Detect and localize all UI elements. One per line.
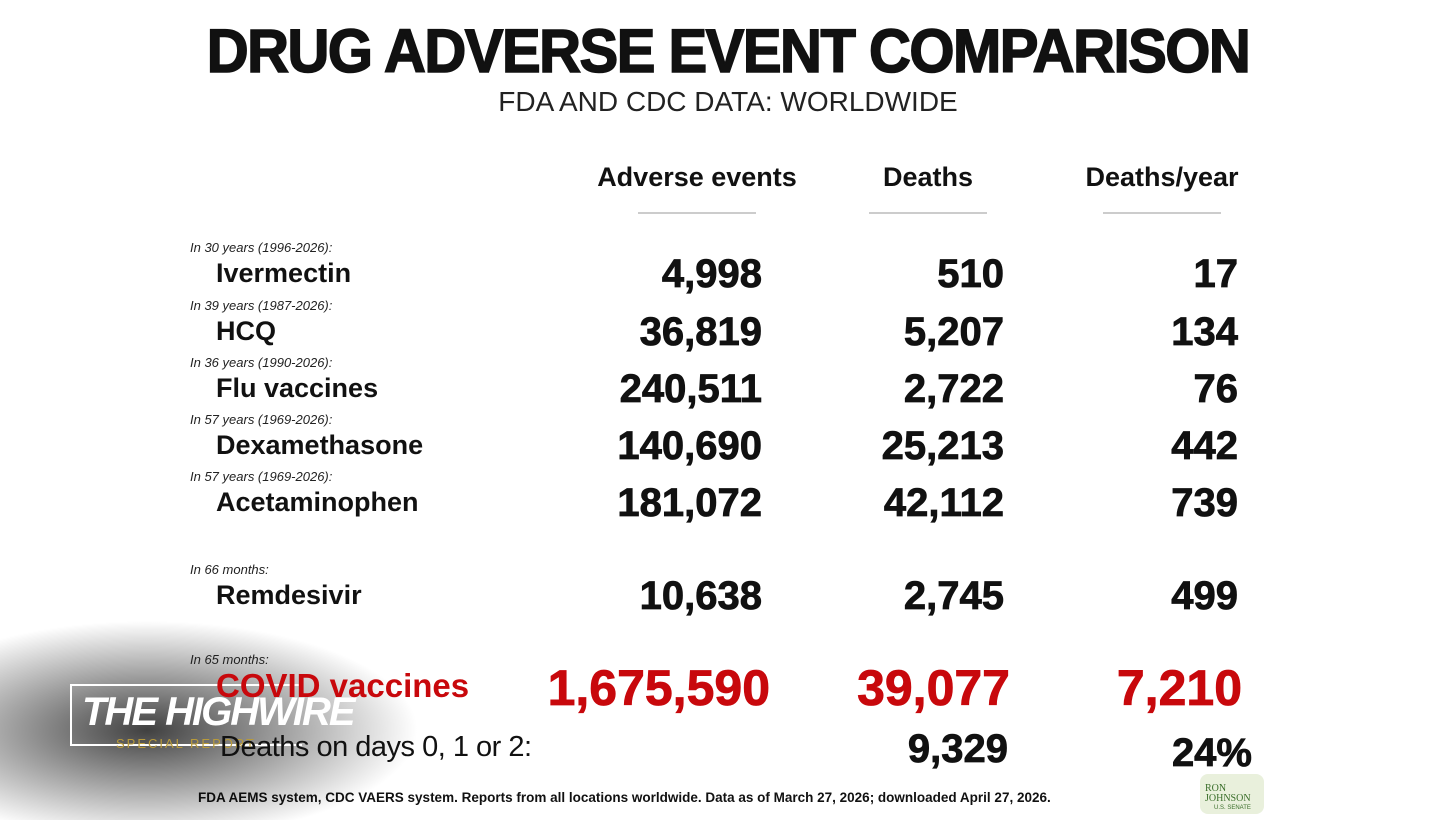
watermark-tagline: SPECIAL REPORT xyxy=(116,736,256,751)
row-period: In 57 years (1969-2026): xyxy=(190,412,333,427)
row-value: 499 xyxy=(1171,574,1239,619)
row-period: In 57 years (1969-2026): xyxy=(190,469,333,484)
row-name: Ivermectin xyxy=(216,258,352,288)
header-underline xyxy=(1103,212,1221,214)
logo-badge xyxy=(1200,774,1264,814)
row-value: 1,675,590 xyxy=(547,660,770,717)
row-name: Acetaminophen xyxy=(216,487,419,517)
row-value: 181,072 xyxy=(617,481,762,526)
row-value: 17 xyxy=(1193,252,1238,297)
row-value: 140,690 xyxy=(617,424,762,469)
row-period: In 65 months: xyxy=(190,652,269,667)
row-value: 39,077 xyxy=(857,660,1011,717)
row-value: 4,998 xyxy=(661,252,762,297)
early-deaths-share: 24% xyxy=(1171,731,1253,776)
row-value: 2,722 xyxy=(903,367,1004,412)
row-value: 134 xyxy=(1171,310,1239,355)
row-value: 36,819 xyxy=(639,310,762,355)
row-name: HCQ xyxy=(216,316,276,346)
title: DRUG ADVERSE EVENT COMPARISON xyxy=(206,17,1252,87)
row-value: 10,638 xyxy=(639,574,762,619)
row-value: 739 xyxy=(1171,481,1239,526)
row-value: 442 xyxy=(1171,424,1239,469)
row-value: 5,207 xyxy=(903,310,1004,355)
row-name: Dexamethasone xyxy=(216,430,424,460)
row-value: 25,213 xyxy=(881,424,1004,469)
column-header: Deaths/year xyxy=(1085,162,1239,192)
early-deaths-value: 9,329 xyxy=(907,727,1008,772)
row-name: Remdesivir xyxy=(216,580,362,610)
row-value: 2,745 xyxy=(903,574,1004,619)
row-value: 7,210 xyxy=(1116,660,1242,717)
row-period: In 36 years (1990-2026): xyxy=(190,355,333,370)
subtitle: FDA AND CDC DATA: WORLDWIDE xyxy=(498,86,958,117)
column-header: Adverse events xyxy=(597,162,797,192)
row-name: COVID vaccines xyxy=(216,667,470,704)
column-header: Deaths xyxy=(882,162,974,192)
row-value: 240,511 xyxy=(619,367,762,412)
row-name: Flu vaccines xyxy=(216,373,379,403)
logo-office: U.S. SENATE xyxy=(1214,805,1251,811)
row-period: In 39 years (1987-2026): xyxy=(190,298,333,313)
row-value: 76 xyxy=(1193,367,1238,412)
watermark-brand: THE HIGHWIRE xyxy=(82,690,356,734)
logo-name: RON JOHNSON xyxy=(1205,783,1251,804)
watermark-frame xyxy=(70,684,302,746)
row-period: In 30 years (1996-2026): xyxy=(190,240,333,255)
row-period: In 66 months: xyxy=(190,562,269,577)
early-deaths-label: Deaths on days 0, 1 or 2: xyxy=(220,731,532,763)
row-value: 510 xyxy=(937,252,1005,297)
header-underline xyxy=(869,212,987,214)
header-underline xyxy=(638,212,756,214)
row-value: 42,112 xyxy=(883,481,1004,526)
